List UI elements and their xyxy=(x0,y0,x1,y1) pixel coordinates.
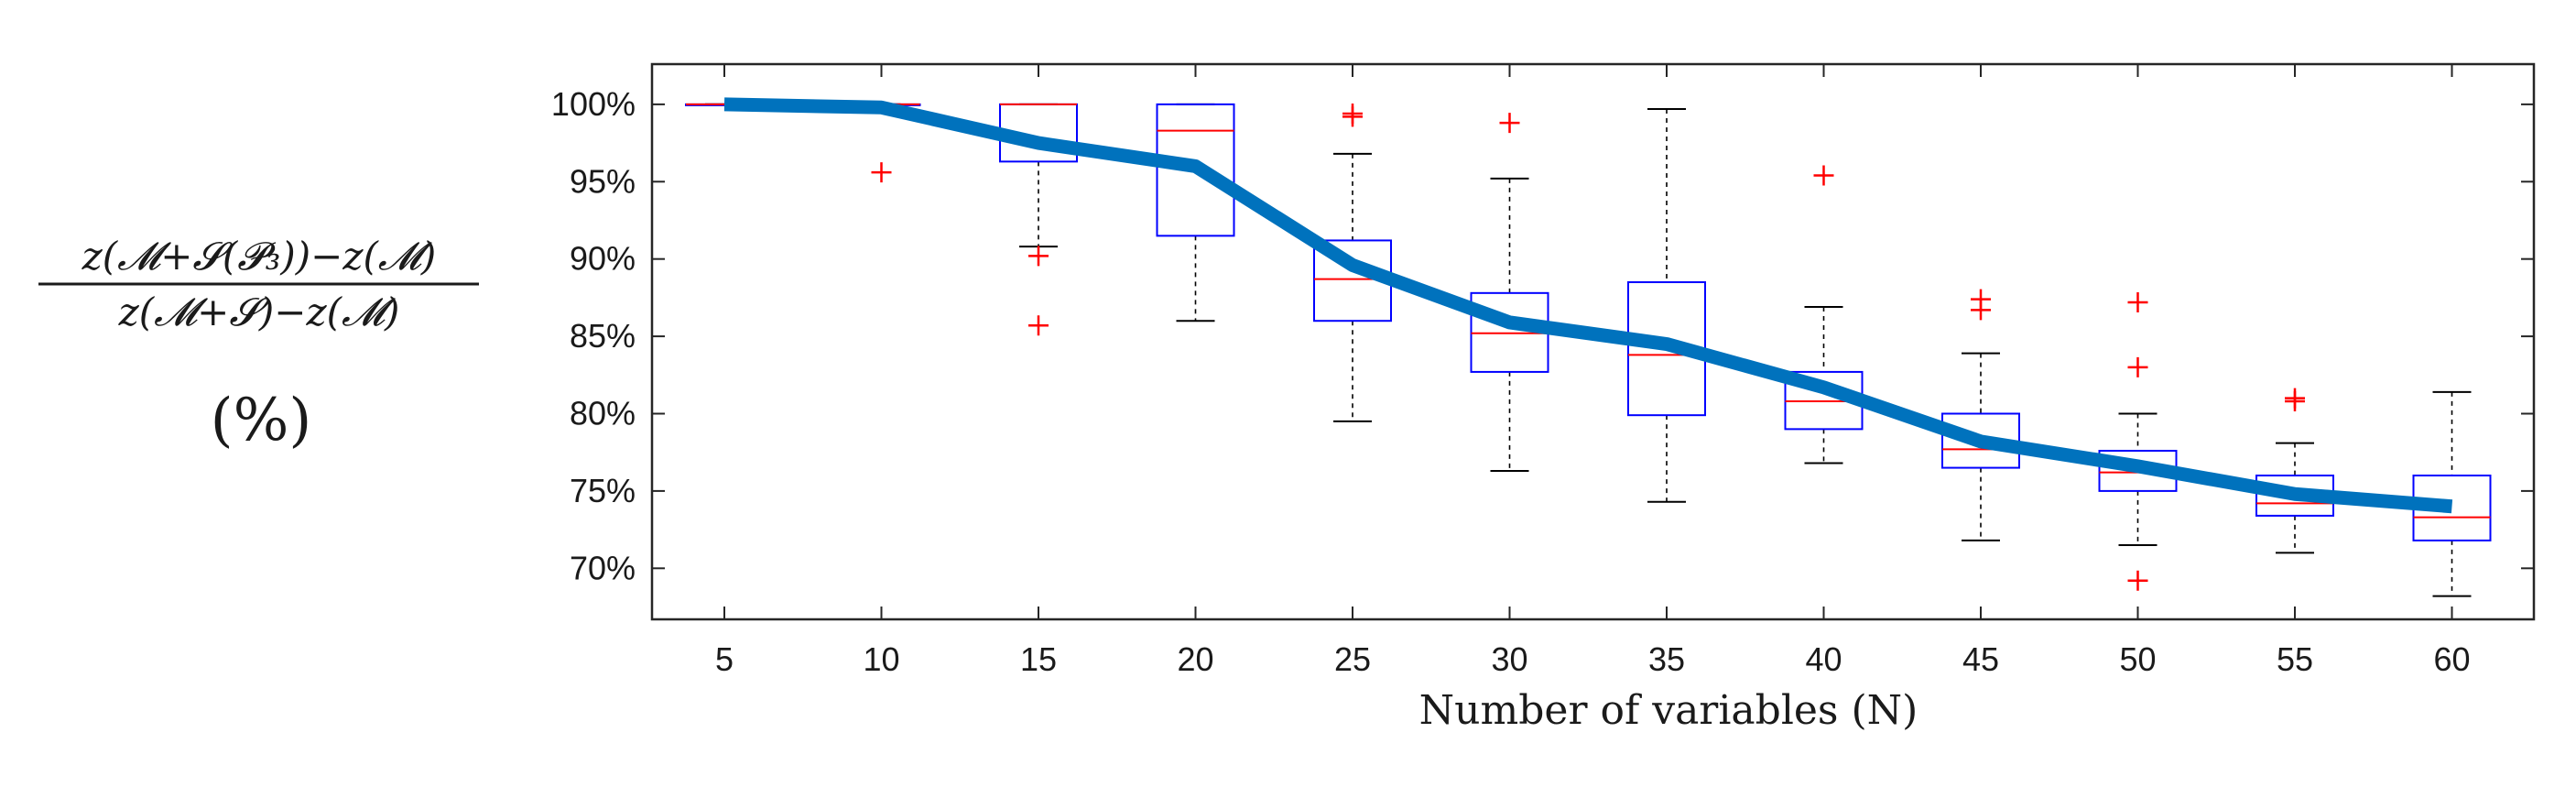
outlier-marker xyxy=(1499,113,1520,134)
x-tick-label: 5 xyxy=(715,640,734,678)
x-tick-label: 20 xyxy=(1177,640,1213,678)
y-axis-label-numerator: z(𝓜+𝓢(𝓟₃))−z(𝓜) xyxy=(82,234,437,279)
outlier-marker xyxy=(2127,570,2148,591)
y-axis-label-denominator: z(𝓜+𝓢)−z(𝓜) xyxy=(118,290,400,334)
x-tick-label: 35 xyxy=(1648,640,1685,678)
x-tick-label: 25 xyxy=(1334,640,1371,678)
y-axis-label: z(𝓜+𝓢(𝓟₃))−z(𝓜) z(𝓜+𝓢)−z(𝓜) (%) xyxy=(38,234,479,454)
y-axis-label-unit: (%) xyxy=(211,387,312,454)
y-tick-label: 90% xyxy=(570,240,636,278)
x-tick-label: 55 xyxy=(2277,640,2313,678)
box xyxy=(1156,103,1235,237)
x-tick-label: 15 xyxy=(1020,640,1057,678)
outlier-marker xyxy=(1028,315,1049,336)
outlier-marker xyxy=(1971,300,1991,321)
x-tick-label: 60 xyxy=(2433,640,2470,678)
outlier-marker xyxy=(871,162,892,183)
x-axis-title: Number of variables (N) xyxy=(1419,687,1918,734)
x-tick-label: 40 xyxy=(1805,640,1842,678)
outlier-marker xyxy=(2127,291,2148,312)
x-tick-label: 30 xyxy=(1491,640,1527,678)
x-tick-label: 10 xyxy=(863,640,899,678)
outlier-marker xyxy=(1342,106,1363,127)
y-tick-label: 80% xyxy=(570,394,636,432)
outlier-marker xyxy=(2285,390,2305,411)
y-tick-label: 85% xyxy=(570,317,636,355)
outlier-marker xyxy=(1813,165,1834,186)
axes-frame xyxy=(650,62,2536,621)
outlier-marker xyxy=(2127,356,2148,377)
mean-trend-line xyxy=(723,97,2453,514)
outlier-marker xyxy=(1028,246,1049,267)
x-tick-label: 50 xyxy=(2119,640,2156,678)
y-tick-label: 95% xyxy=(570,162,636,200)
y-tick-label: 75% xyxy=(570,472,636,509)
x-tick-label: 45 xyxy=(1962,640,1999,678)
plot-area: 70% 75% 80% 85% 90% 95% 100% 5 10 15 20 25 30 35 40 45 5… xyxy=(551,62,2536,678)
y-tick-label: 100% xyxy=(551,85,636,123)
y-tick-label: 70% xyxy=(570,549,636,586)
